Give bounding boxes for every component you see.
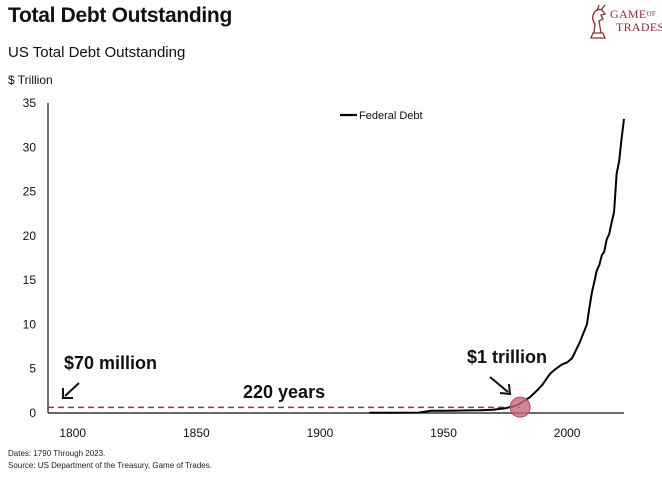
start-value-label: $70 million <box>64 353 157 373</box>
end-arrow-icon <box>489 376 512 396</box>
federal-debt-line <box>369 118 625 414</box>
y-tick-label: 25 <box>23 185 37 199</box>
y-axis-ticks: 0 5 10 15 20 25 30 35 <box>23 96 37 420</box>
x-tick-label: 2000 <box>554 426 581 440</box>
span-label: 220 years <box>243 382 325 402</box>
brand-logo-icon <box>590 4 607 39</box>
start-arrow-icon <box>62 382 80 399</box>
y-tick-label: 35 <box>23 96 37 110</box>
x-tick-label: 1950 <box>430 426 457 440</box>
dates-note: Dates: 1790 Through 2023. <box>8 449 106 458</box>
x-axis-ticks: 1800 1850 1900 1950 2000 <box>59 426 580 440</box>
end-value-label: $1 trillion <box>467 347 547 367</box>
y-tick-label: 20 <box>23 229 37 243</box>
footer-notes: Dates: 1790 Through 2023. Source: US Dep… <box>8 448 212 472</box>
x-tick-label: 1850 <box>183 426 210 440</box>
y-tick-label: 15 <box>23 273 37 287</box>
chart-subtitle: US Total Debt Outstanding <box>8 44 186 61</box>
y-tick-label: 30 <box>23 140 37 154</box>
legend-label: Federal Debt <box>359 110 423 122</box>
y-tick-label: 5 <box>29 362 36 376</box>
x-tick-label: 1800 <box>59 426 86 440</box>
y-axis-label: $ Trillion <box>8 73 53 87</box>
y-tick-label: 10 <box>23 317 37 331</box>
brand-logo-text: GAMEOF TRADES <box>610 7 662 34</box>
source-note: Source: US Department of the Treasury, G… <box>8 461 212 470</box>
chart-title: Total Debt Outstanding <box>8 4 232 27</box>
one-trillion-highlight <box>509 396 531 418</box>
y-tick-label: 0 <box>29 406 36 420</box>
x-tick-label: 1900 <box>307 426 334 440</box>
